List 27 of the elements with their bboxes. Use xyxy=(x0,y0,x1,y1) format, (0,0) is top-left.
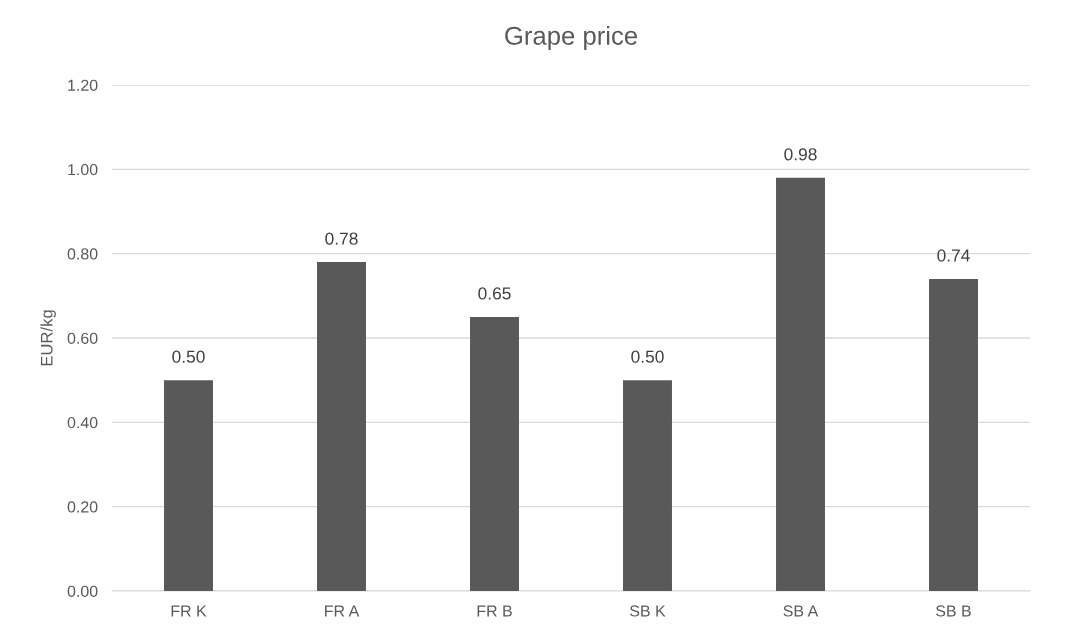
bar xyxy=(317,262,366,591)
y-tick-label: 1.00 xyxy=(68,163,98,176)
data-label: 0.78 xyxy=(325,232,358,245)
x-tick-label: SB K xyxy=(630,605,666,617)
data-label: 0.50 xyxy=(172,350,205,363)
bar xyxy=(623,380,672,591)
y-tick-label: 0.00 xyxy=(67,585,98,597)
x-tick-label: FR K xyxy=(171,605,207,617)
y-tick-label: 0.40 xyxy=(67,416,98,429)
x-tick-label: SB B xyxy=(936,605,971,617)
data-label: 0.74 xyxy=(937,249,970,262)
y-tick-label: 1.20 xyxy=(68,79,98,91)
bar xyxy=(470,316,519,591)
chart-title: Grape price xyxy=(505,26,637,50)
y-tick-label: 0.80 xyxy=(67,248,98,260)
x-tick-label: FR B xyxy=(477,605,512,617)
data-label: 0.98 xyxy=(784,148,817,161)
x-tick-label: SB A xyxy=(783,605,819,617)
data-label: 0.50 xyxy=(631,350,664,363)
y-tick-label: 0.60 xyxy=(67,332,98,344)
bar xyxy=(776,177,825,591)
data-label: 0.65 xyxy=(478,287,511,300)
bar xyxy=(164,380,213,591)
bar xyxy=(929,278,978,591)
y-axis-title: EUR/kg xyxy=(40,310,56,366)
x-tick-label: FR A xyxy=(325,605,360,617)
y-tick-label: 0.20 xyxy=(67,501,98,513)
